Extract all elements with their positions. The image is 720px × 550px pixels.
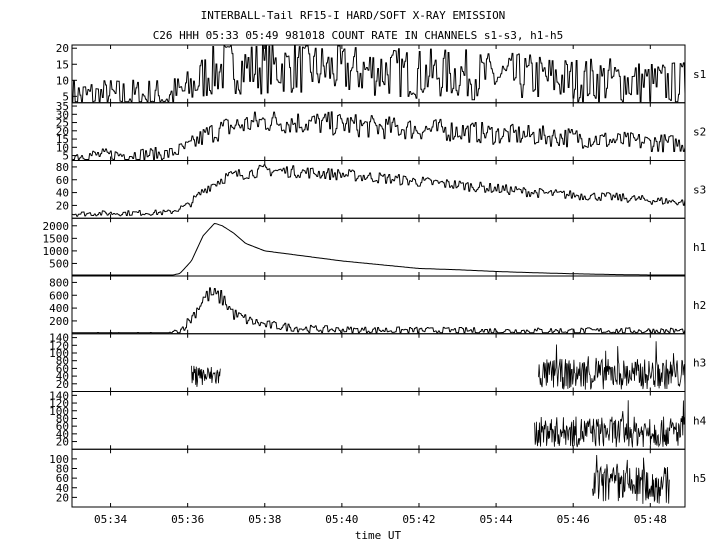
y-tick-label-h4-20: 20	[56, 436, 69, 449]
y-tick-label-s1-20: 20	[56, 42, 69, 55]
x-tick-label-38: 05:38	[248, 513, 281, 526]
y-tick-label-s3-40: 40	[56, 187, 69, 200]
panel-label-s2: s2	[693, 126, 706, 139]
panel-frame-h5	[71, 448, 686, 508]
series-line-s2	[72, 111, 686, 160]
chart-subtitle: C26 HHH 05:33 05:49 981018 COUNT RATE IN…	[153, 29, 564, 42]
series-line-h2	[72, 287, 686, 334]
y-tick-label-s1-15: 15	[56, 58, 69, 71]
x-axis: 05:34 05:36 05:38 05:40 05:42 05:44 05:46 05:48	[94, 513, 667, 526]
y-tick-label-h3-40: 40	[56, 370, 69, 383]
y-tick-label-h1-1000: 1000	[43, 245, 70, 258]
y-tick-label-h2-800: 800	[49, 276, 69, 289]
x-tick-label-48: 05:48	[634, 513, 667, 526]
panel-label-s3: s3	[693, 183, 706, 196]
y-tick-label-s2-30: 30	[56, 108, 69, 121]
panel-s1: 5 10 15 20 s1	[56, 42, 707, 103]
y-tick-label-h1-1500: 1500	[43, 232, 70, 245]
x-tick-label-46: 05:46	[557, 513, 590, 526]
series-line-s3	[72, 164, 686, 217]
x-tick-label-44: 05:44	[480, 513, 513, 526]
y-tick-label-h4-140: 140	[49, 389, 69, 402]
y-tick-label-h5-80: 80	[56, 463, 69, 476]
series-burst-h4-1	[534, 400, 685, 448]
y-tick-label-s2-35: 35	[56, 100, 69, 113]
y-tick-label-h3-120: 120	[49, 339, 69, 352]
panel-frame-h3	[71, 333, 686, 392]
y-tick-label-h2-600: 600	[49, 289, 69, 302]
y-tick-label-h4-120: 120	[49, 397, 69, 410]
y-tick-label-h3-100: 100	[49, 347, 69, 360]
y-tick-label-h2-200: 200	[49, 315, 69, 328]
y-tick-label-s2-5: 5	[62, 150, 69, 163]
y-tick-label-s2-25: 25	[56, 117, 69, 130]
x-tick-label-40: 05:40	[325, 513, 358, 526]
series-line-h1	[72, 222, 685, 276]
y-tick-label-h4-100: 100	[49, 405, 69, 418]
y-tick-label-h4-80: 80	[56, 412, 69, 425]
y-tick-label-s3-60: 60	[56, 174, 69, 187]
y-tick-label-s1-10: 10	[56, 74, 69, 87]
y-tick-label-h1-2000: 2000	[43, 220, 70, 233]
y-tick-label-s2-10: 10	[56, 141, 69, 154]
panel-label-h4: h4	[693, 414, 707, 427]
series-burst-h3-2	[538, 341, 686, 390]
y-tick-label-s3-20: 20	[56, 199, 69, 212]
y-tick-label-h3-20: 20	[56, 378, 69, 391]
y-tick-label-h4-60: 60	[56, 420, 69, 433]
x-axis-label: time UT	[355, 529, 402, 542]
chart-title: INTERBALL-Tail RF15-I HARD/SOFT X-RAY EM…	[201, 9, 506, 22]
x-tick-label-36: 05:36	[171, 513, 204, 526]
panel-frame-h1	[71, 217, 686, 277]
panel-frame-h2	[71, 275, 686, 335]
y-tick-label-h5-100: 100	[49, 453, 69, 466]
y-tick-label-h5-40: 40	[56, 482, 69, 495]
y-tick-label-s1-5: 5	[62, 90, 69, 103]
x-tick-label-42: 05:42	[402, 513, 435, 526]
series-burst-h5-1	[592, 454, 670, 504]
y-tick-label-s2-15: 15	[56, 133, 69, 146]
panel-label-h2: h2	[693, 299, 706, 312]
series-burst-h3-1	[191, 365, 221, 387]
panel-frame-s3	[71, 160, 686, 219]
y-tick-label-h4-40: 40	[56, 428, 69, 441]
y-tick-label-h5-20: 20	[56, 491, 69, 504]
y-tick-label-h5-60: 60	[56, 472, 69, 485]
x-tick-label-34: 05:34	[94, 513, 127, 526]
y-tick-label-h1-500: 500	[49, 257, 69, 270]
y-tick-label-s3-80: 80	[56, 161, 69, 174]
y-tick-label-h3-60: 60	[56, 362, 69, 375]
y-tick-label-h2-400: 400	[49, 302, 69, 315]
panel-label-h3: h3	[693, 357, 706, 370]
series-line-s1	[72, 45, 686, 103]
y-tick-label-h3-140: 140	[49, 332, 69, 345]
panel-label-h1: h1	[693, 241, 706, 254]
y-tick-label-h3-80: 80	[56, 355, 69, 368]
panel-label-h5: h5	[693, 472, 706, 485]
panel-label-s1: s1	[693, 68, 706, 81]
y-tick-label-s2-20: 20	[56, 125, 69, 138]
chart-panels: 5101520s15101520253035s220406080s3500100…	[43, 42, 707, 508]
